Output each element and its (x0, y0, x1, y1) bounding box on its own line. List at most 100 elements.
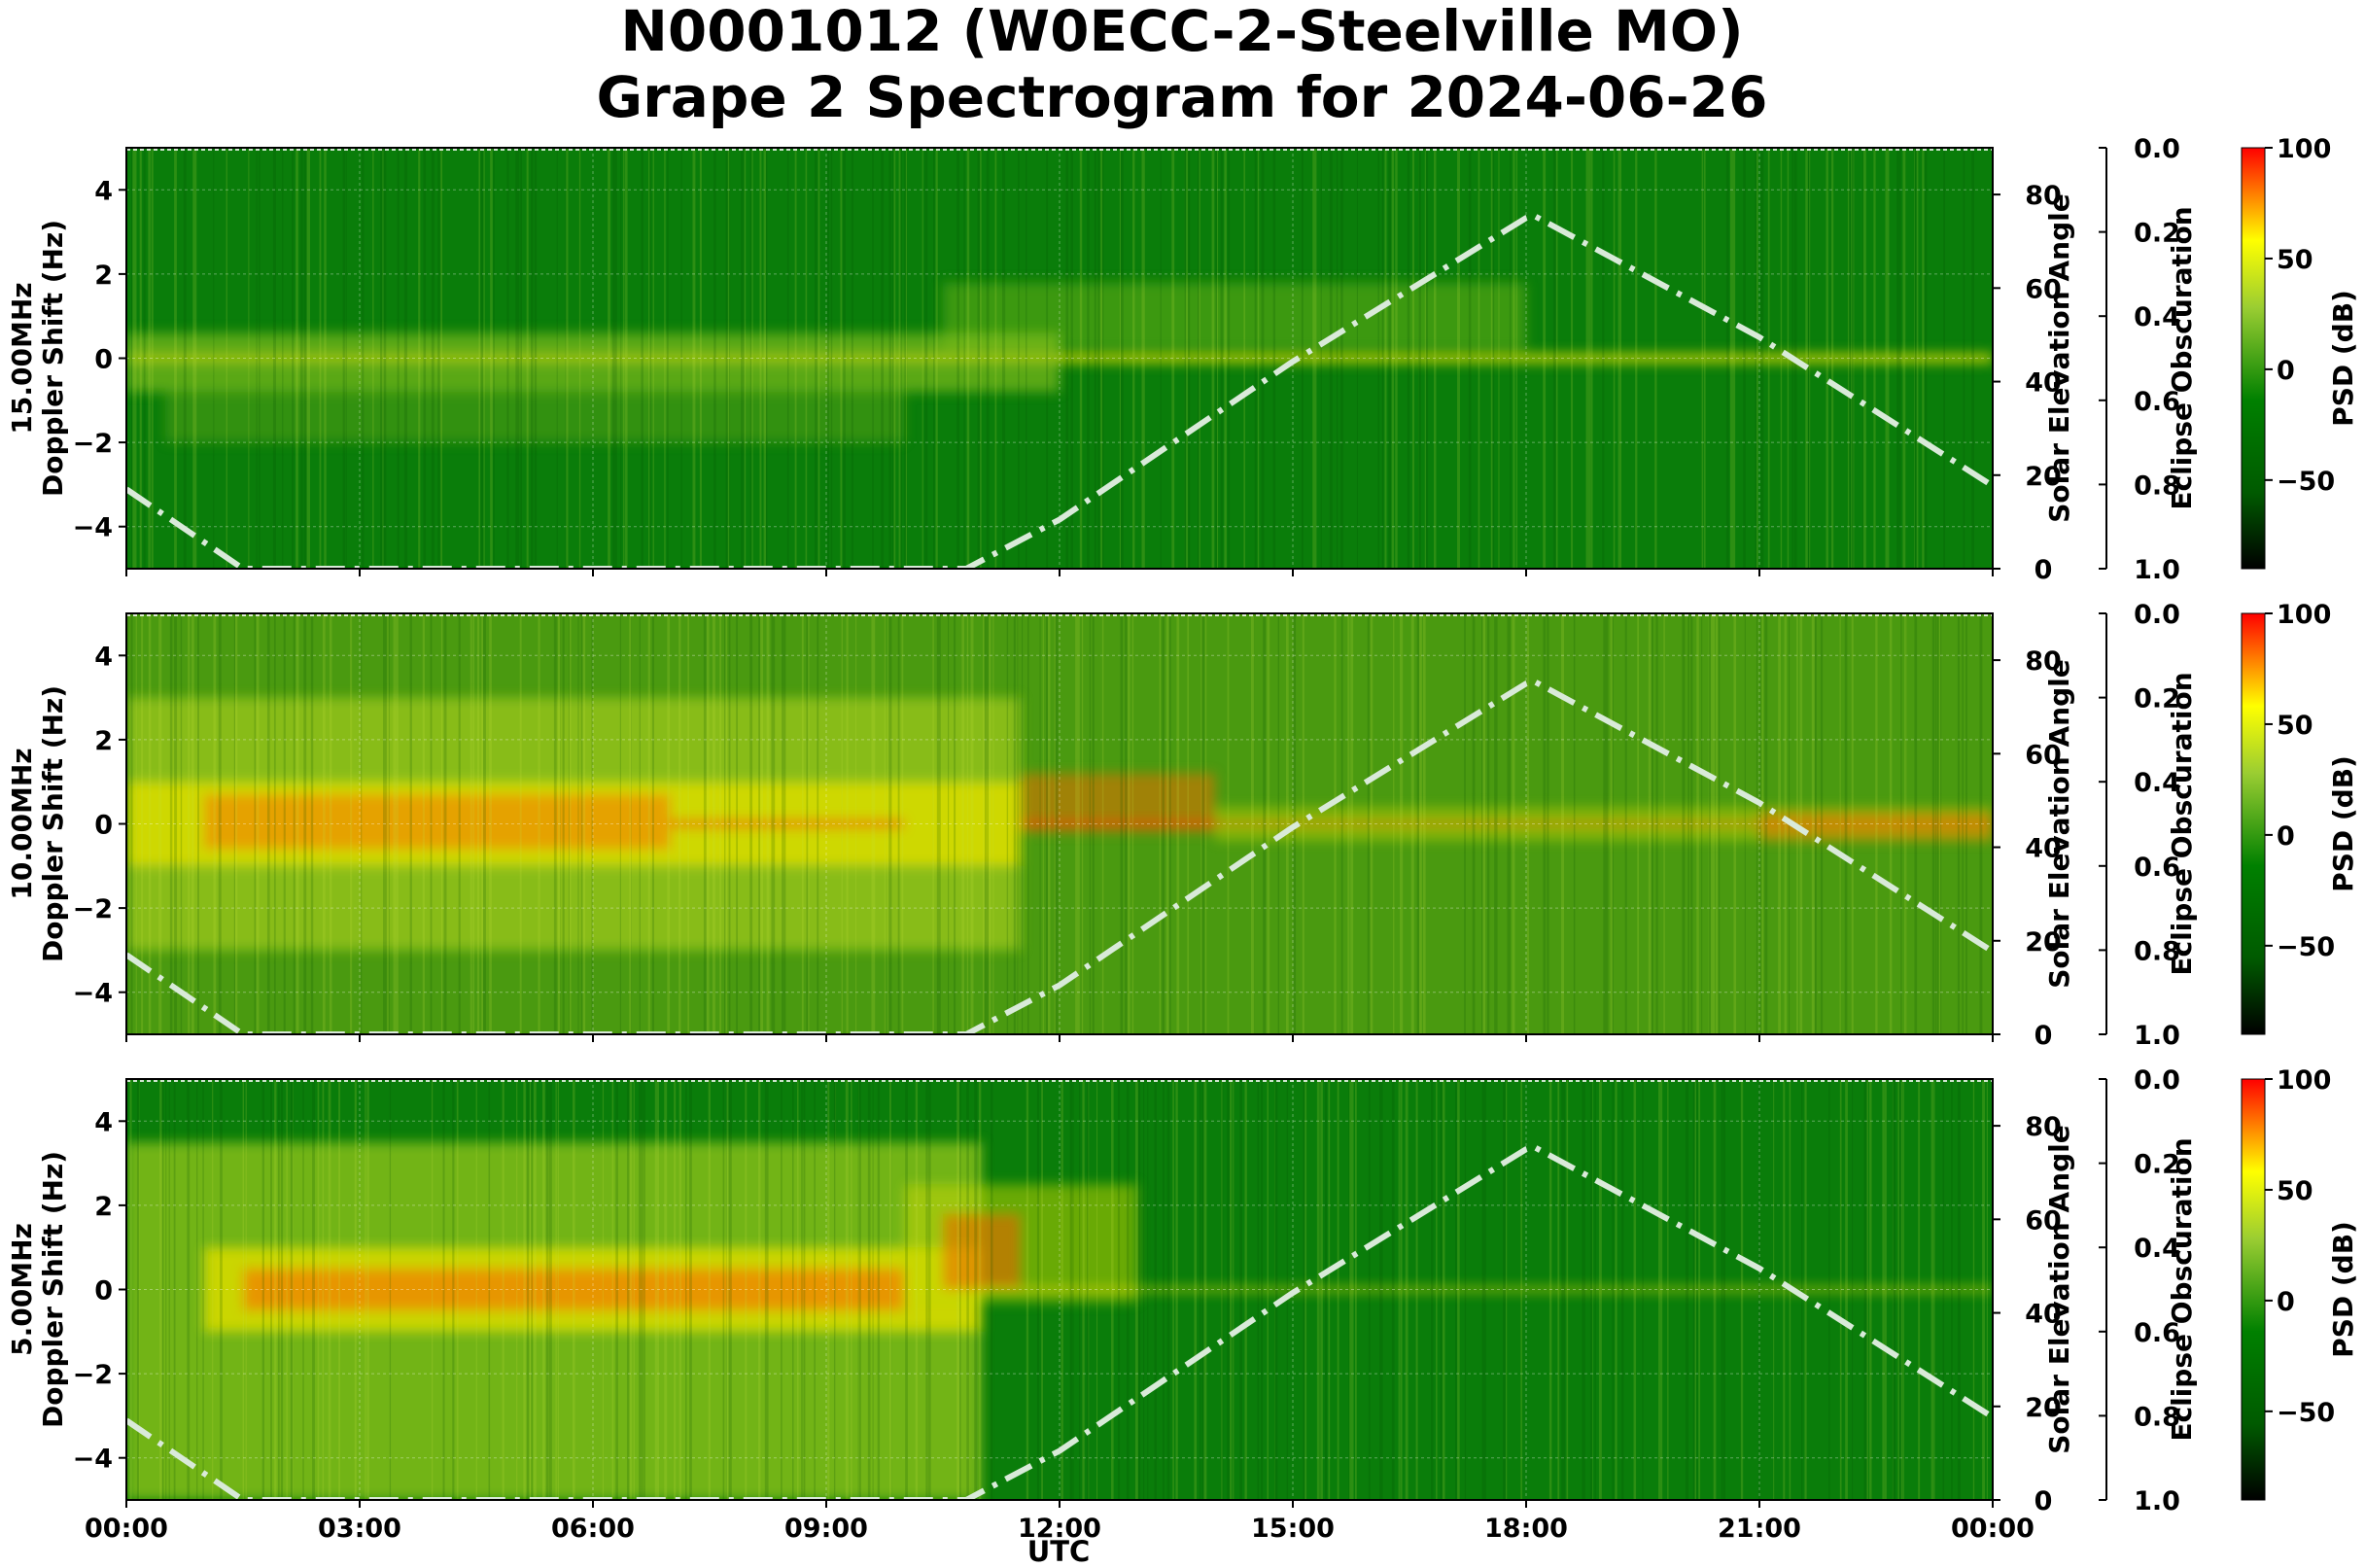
eclipse-axis-label: Eclipse Obscuration (2166, 1137, 2198, 1441)
spectrogram-streak (1642, 1079, 1644, 1500)
spectrogram-streak (273, 613, 276, 1034)
spectrogram-streak (1893, 1079, 1896, 1500)
spectrogram-streak (1561, 613, 1565, 1034)
elevation-axis-label: Solar Elevation Angle (2043, 1125, 2075, 1453)
spectrogram-streak (1844, 613, 1848, 1034)
spectrogram-streak (515, 148, 518, 569)
eclipse-tick-label: 1.0 (2134, 555, 2180, 585)
spectrogram-streak (1490, 148, 1493, 569)
spectrogram-streak (1756, 148, 1758, 569)
spectrogram-streak (1197, 148, 1200, 569)
spectrogram-streak (890, 613, 892, 1034)
spectrogram-streak (1864, 148, 1866, 569)
spectrogram-streak (887, 613, 889, 1034)
spectrogram-streak (1615, 1079, 1617, 1500)
spectrogram-streak (699, 148, 702, 569)
spectrogram-streak (1902, 1079, 1904, 1500)
spectrogram-streak (966, 148, 970, 569)
spectrogram-streak (845, 1079, 849, 1500)
spectrogram-streak (254, 613, 257, 1034)
spectrogram-streak (771, 613, 774, 1034)
spectrogram-streak (1963, 148, 1965, 569)
y-tick-label: 0 (94, 811, 113, 841)
spectrogram-streak (1286, 1079, 1289, 1500)
spectrogram-streak (272, 148, 276, 569)
spectrogram-streak (641, 1079, 643, 1500)
x-tick-label: 00:00 (85, 1514, 168, 1544)
spectrogram-streak (1165, 613, 1169, 1034)
spectrogram-streak (1557, 1079, 1560, 1500)
y-tick-label: 0 (94, 345, 113, 375)
spectrogram-streak (1712, 613, 1716, 1034)
spectrogram-streak (678, 613, 681, 1034)
spectrogram-streak (1915, 148, 1918, 569)
spectrogram-streak (1820, 613, 1824, 1034)
spectrogram-streak (242, 1079, 245, 1500)
spectrogram-streak (656, 1079, 660, 1500)
colorbar (2241, 147, 2266, 570)
spectrogram-streak (431, 1079, 434, 1500)
spectrogram-streak (1274, 1079, 1278, 1500)
spectrogram-streak (1478, 148, 1480, 569)
spectrogram-power-band (204, 794, 671, 850)
spectrogram-streak (745, 1079, 748, 1500)
spectrogram-streak (978, 1079, 982, 1500)
spectrogram-streak (1732, 148, 1736, 569)
spectrogram-streak (1002, 148, 1006, 569)
spectrogram-streak (1483, 1079, 1486, 1500)
spectrogram-streak (1710, 613, 1712, 1034)
spectrogram-streak (1808, 148, 1811, 569)
spectrogram-streak (1348, 1079, 1352, 1500)
spectrogram-streak (134, 148, 137, 569)
spectrogram-streak (168, 1079, 170, 1500)
spectrogram-streak (1220, 148, 1224, 569)
spectrogram-streak (1340, 148, 1343, 569)
spectrogram-streak (1845, 1079, 1848, 1500)
spectrogram-streak (706, 613, 709, 1034)
colorbar-tick-label: 50 (2277, 711, 2313, 741)
spectrogram-streak (1605, 613, 1608, 1034)
spectrogram-streak (1983, 1079, 1986, 1500)
spectrogram-streak (1079, 148, 1083, 569)
y-tick-label: −4 (73, 979, 113, 1009)
spectrogram-streak (1347, 613, 1350, 1034)
spectrogram-streak (851, 148, 853, 569)
eclipse-axis-label: Eclipse Obscuration (2166, 672, 2198, 975)
spectrogram-streak (136, 1079, 139, 1500)
spectrogram-streak (1890, 613, 1893, 1034)
spectrogram-streak (558, 613, 561, 1034)
spectrogram-streak (1221, 1079, 1223, 1500)
grid-lines (126, 1079, 1993, 1500)
spectrogram-streak (1221, 148, 1224, 569)
spectrogram-streak (705, 613, 709, 1034)
elevation-axis-label: Solar Elevation Angle (2043, 659, 2075, 988)
spectrogram-streak (1764, 613, 1768, 1034)
spectrogram-streak (1167, 613, 1171, 1034)
spectrogram-streak (1606, 613, 1609, 1034)
spectrogram-streak (1889, 613, 1893, 1034)
spectrogram-streak (1407, 148, 1410, 569)
colorbar-tick-label: 100 (2277, 134, 2331, 164)
spectrogram-streak (1811, 613, 1815, 1034)
spectrogram-streak (362, 148, 365, 569)
frequency-label: 15.00MHz (6, 282, 38, 434)
spectrogram-streak (1381, 148, 1384, 569)
eclipse-tick-label: 0.6 (2134, 387, 2180, 417)
eclipse-tick-label: 0.2 (2134, 684, 2180, 714)
spectrogram-streak (322, 1079, 325, 1500)
spectrogram-streak (1520, 1079, 1523, 1500)
spectrogram-streak (956, 1079, 960, 1500)
spectrogram-streak (1336, 148, 1339, 569)
spectrogram-streak (768, 613, 770, 1034)
spectrogram-streak (680, 148, 682, 569)
spectrogram-streak (801, 613, 804, 1034)
spectrogram-streak (490, 148, 493, 569)
spectrogram-streak (707, 613, 710, 1034)
x-tick-label: 21:00 (1718, 1514, 1801, 1544)
spectrogram-streak (647, 613, 650, 1034)
spectrogram-streak (1687, 1079, 1689, 1500)
spectrogram-streak (602, 1079, 605, 1500)
spectrogram-streak (161, 1079, 164, 1500)
spectrogram-power-band (243, 1268, 904, 1311)
elevation-tick-label: 60 (2025, 274, 2062, 304)
